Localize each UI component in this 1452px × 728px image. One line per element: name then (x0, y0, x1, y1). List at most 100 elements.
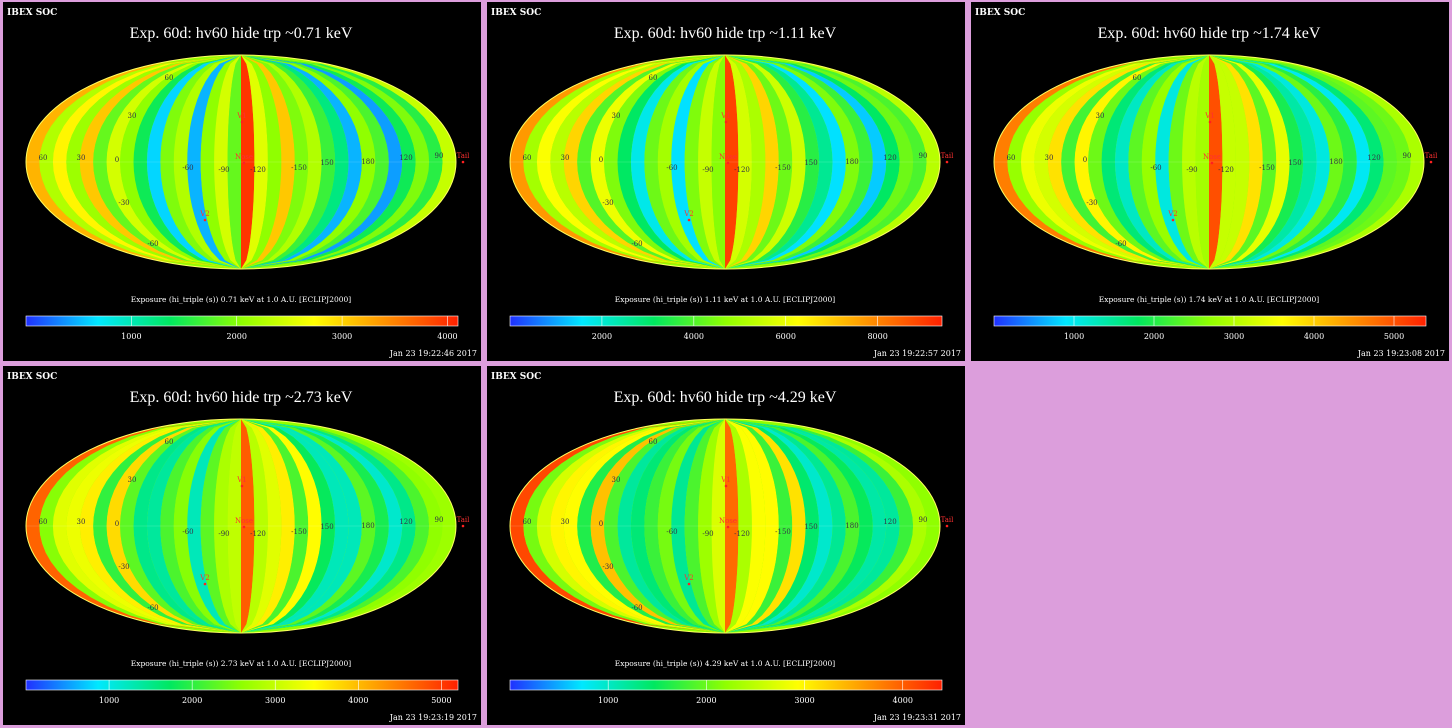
longitude-tick-label: -90 (1186, 166, 1197, 174)
sky-map-outline (25, 418, 457, 634)
marker-dot (945, 524, 949, 528)
latitude-tick-label: 60 (165, 438, 174, 446)
timestamp: Jan 23 19:23:08 2017 (1357, 349, 1445, 358)
marker-dot (724, 484, 728, 488)
exposure-band (214, 419, 241, 633)
exposure-band (1128, 55, 1209, 269)
exposure-band (241, 419, 322, 633)
marker-label: V1 (1204, 112, 1215, 120)
marker-dot (687, 218, 691, 222)
longitude-tick-label: 0 (115, 520, 119, 528)
marker-dot (726, 161, 730, 165)
longitude-tick-label: -150 (1259, 164, 1275, 172)
marker-label: V2 (683, 574, 694, 582)
marker-label: Nose (235, 153, 253, 161)
marker-label: V2 (1167, 210, 1178, 218)
sky-map-outline (993, 54, 1425, 270)
colorbar (25, 315, 459, 327)
exposure-band (241, 419, 268, 633)
exposure-band (684, 419, 725, 633)
colorbar-tick-label: 3000 (1224, 332, 1244, 341)
longitude-tick-label: 150 (320, 523, 333, 531)
exposure-band (1141, 55, 1209, 269)
exposure-map-svg: IBEX SOC Exp. 60d: hv60 hide trp ~1.11 ke… (491, 8, 961, 358)
exposure-map-panel: IBEX SOC Exp. 60d: hv60 hide trp ~1.11 ke… (487, 2, 965, 361)
marker-dot (724, 120, 728, 124)
exposure-band (630, 55, 725, 269)
longitude-tick-label: -90 (702, 530, 713, 538)
header-label: IBEX SOC (7, 8, 57, 18)
longitude-tick-label: -90 (218, 166, 229, 174)
exposure-band (214, 55, 241, 269)
exposure-band (725, 419, 820, 633)
exposure-band (725, 55, 739, 269)
sky-map (26, 419, 456, 633)
longitude-tick-label: 120 (1367, 154, 1380, 162)
sky-map (510, 419, 940, 633)
exposure-band (1209, 55, 1290, 269)
longitude-tick-label: -150 (291, 528, 307, 536)
marker-dot (461, 524, 465, 528)
latitude-tick-label: -30 (602, 563, 613, 571)
latitude-tick-label: -60 (631, 240, 642, 248)
marker-dot (203, 582, 207, 586)
latitude-tick-label: -60 (1115, 240, 1126, 248)
exposure-band (671, 55, 725, 269)
colorbar-tick-label: 4000 (684, 332, 704, 341)
exposure-band (1209, 55, 1304, 269)
marker-label: Tail (1425, 152, 1439, 160)
exposure-band (657, 419, 725, 633)
chart-title: Exp. 60d: hv60 hide trp ~4.29 keV (614, 389, 837, 406)
colorbar-tick-label: 2000 (182, 696, 202, 705)
marker-label: V1 (720, 476, 731, 484)
sky-map-outline (509, 54, 941, 270)
exposure-band (725, 419, 806, 633)
latitude-tick-label: -30 (118, 199, 129, 207)
colorbar-tick-label: 6000 (776, 332, 796, 341)
colorbar-tick-label: 1000 (598, 696, 618, 705)
exposure-band (241, 419, 295, 633)
latitude-tick-label: -30 (118, 563, 129, 571)
marker-label: V2 (683, 210, 694, 218)
marker-dot (726, 525, 730, 529)
latitude-tick-label: -30 (1086, 199, 1097, 207)
marker-label: Nose (235, 517, 253, 525)
header-label: IBEX SOC (7, 372, 57, 382)
exposure-band (698, 419, 725, 633)
exposure-band (1209, 55, 1236, 269)
exposure-band (160, 419, 241, 633)
exposure-band (684, 55, 725, 269)
exposure-band (160, 55, 241, 269)
exposure-band (630, 419, 725, 633)
longitude-tick-label: 180 (845, 158, 858, 166)
exposure-band (241, 55, 282, 269)
longitude-tick-label: -60 (1150, 164, 1161, 172)
longitude-tick-label: 180 (361, 158, 374, 166)
colorbar-tick-label: 4000 (348, 696, 368, 705)
longitude-tick-label: 30 (561, 518, 570, 526)
colorbar (993, 315, 1427, 327)
marker-label: V1 (236, 476, 247, 484)
latitude-tick-label: -60 (631, 604, 642, 612)
exposure-map-svg: IBEX SOC Exp. 60d: hv60 hide trp ~0.71 ke… (7, 8, 477, 358)
exposure-band (241, 419, 282, 633)
marker-label: Tail (941, 516, 955, 524)
exposure-map-svg: IBEX SOC Exp. 60d: hv60 hide trp ~2.73 ke… (7, 372, 477, 722)
latitude-tick-label: -60 (147, 240, 158, 248)
marker-label: Nose (1203, 153, 1221, 161)
latitude-tick-label: 60 (649, 74, 658, 82)
marker-dot (242, 525, 246, 529)
longitude-tick-label: 60 (1007, 154, 1016, 162)
latitude-tick-label: 30 (1096, 112, 1105, 120)
timestamp: Jan 23 19:22:57 2017 (873, 349, 961, 358)
exposure-band (725, 55, 752, 269)
marker-label: Tail (941, 152, 955, 160)
exposure-map-svg: IBEX SOC Exp. 60d: hv60 hide trp ~1.74 ke… (975, 8, 1445, 358)
marker-dot (242, 161, 246, 165)
exposure-band (241, 55, 255, 269)
marker-label: V1 (236, 112, 247, 120)
exposure-map-panel: IBEX SOC Exp. 60d: hv60 hide trp ~2.73 ke… (3, 366, 481, 725)
exposure-band (644, 419, 725, 633)
exposure-band (725, 419, 779, 633)
marker-label: Tail (457, 516, 471, 524)
